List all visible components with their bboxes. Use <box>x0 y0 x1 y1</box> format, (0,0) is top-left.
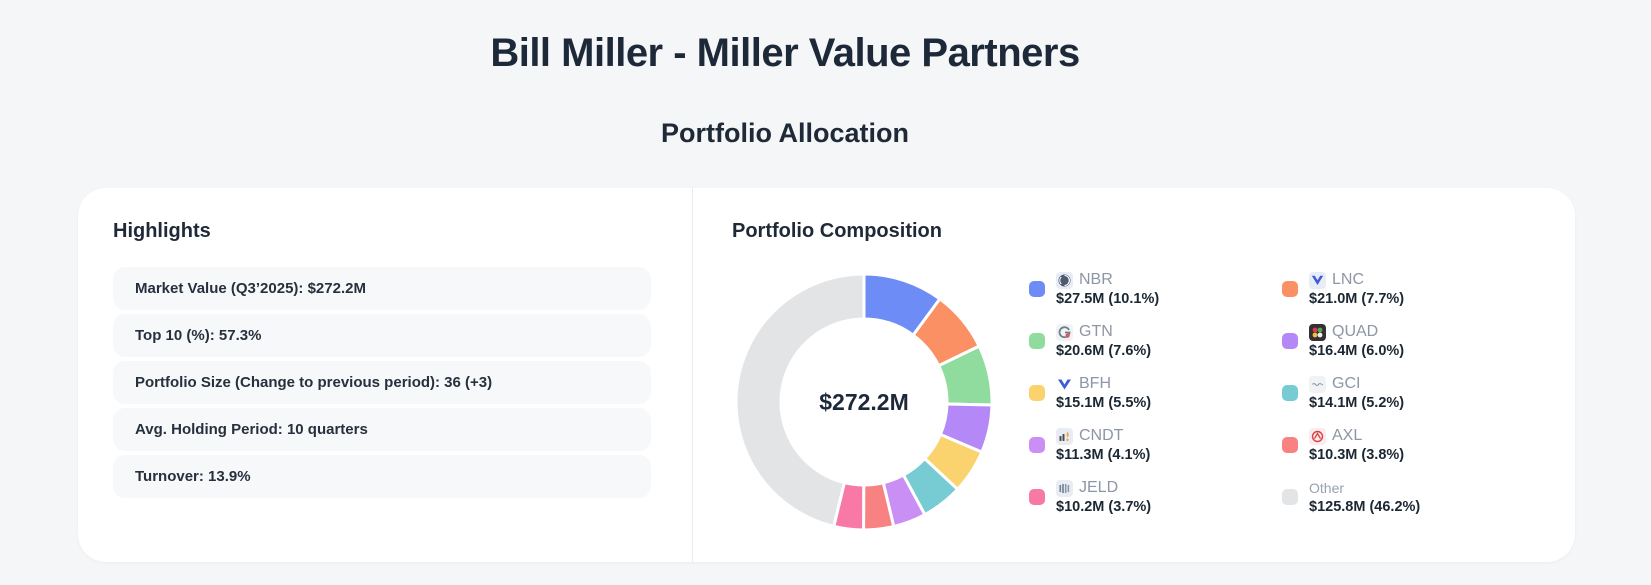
legend-ticker: NBR <box>1079 271 1113 288</box>
page-header: Bill Miller - Miller Value Partners Port… <box>0 0 1570 149</box>
highlight-row-turnover: Turnover: 13.9% <box>113 455 651 498</box>
legend-item-jeld[interactable]: JELD $10.2M (3.7%) <box>1029 471 1282 523</box>
legend-value: $21.0M (7.7%) <box>1309 291 1405 307</box>
legend-ticker: GCI <box>1332 375 1361 392</box>
legend-column-right: LNC $21.0M (7.7%) <box>1282 263 1535 523</box>
quad-logo-icon <box>1309 323 1326 341</box>
highlight-row-holding-period: Avg. Holding Period: 10 quarters <box>113 408 651 451</box>
highlights-panel: Highlights Market Value (Q3’2025): $272.… <box>78 188 693 562</box>
legend-ticker: Other <box>1309 480 1345 496</box>
legend-swatch-lnc <box>1282 281 1298 297</box>
legend-value: $11.3M (4.1%) <box>1056 447 1151 463</box>
highlight-row-portfolio-size: Portfolio Size (Change to previous perio… <box>113 361 651 404</box>
cndt-logo-icon <box>1056 427 1073 445</box>
highlights-heading: Highlights <box>113 220 211 242</box>
legend-swatch-axl <box>1282 437 1298 453</box>
legend-ticker: QUAD <box>1332 323 1379 340</box>
legend-item-lnc[interactable]: LNC $21.0M (7.7%) <box>1282 263 1535 315</box>
page-title: Bill Miller - Miller Value Partners <box>490 31 1080 75</box>
legend-value: $15.1M (5.5%) <box>1056 395 1152 411</box>
legend-item-bfh[interactable]: BFH $15.1M (5.5%) <box>1029 367 1282 419</box>
legend-value: $14.1M (5.2%) <box>1309 395 1405 411</box>
axl-logo-icon <box>1309 427 1326 445</box>
donut-svg <box>734 272 994 532</box>
legend-item-gci[interactable]: GCI $14.1M (5.2%) <box>1282 367 1535 419</box>
legend-item-gtn[interactable]: GTN $20.6M (7.6%) <box>1029 315 1282 367</box>
highlight-row-top10: Top 10 (%): 57.3% <box>113 314 651 357</box>
gci-logo-icon <box>1309 375 1326 393</box>
legend-swatch-cndt <box>1029 437 1045 453</box>
legend-ticker: AXL <box>1332 427 1363 444</box>
jeld-logo-icon <box>1056 479 1073 497</box>
lnc-logo-icon <box>1309 271 1326 289</box>
legend-value: $20.6M (7.6%) <box>1056 343 1152 359</box>
bfh-logo-icon <box>1056 376 1073 393</box>
legend-item-axl[interactable]: AXL $10.3M (3.8%) <box>1282 419 1535 471</box>
legend-value: $10.2M (3.7%) <box>1056 499 1152 515</box>
donut-chart[interactable]: $272.2M <box>732 270 996 534</box>
legend-swatch-jeld <box>1029 489 1045 505</box>
highlights-list: Market Value (Q3’2025): $272.2M Top 10 (… <box>113 267 651 498</box>
composition-panel: Portfolio Composition $272.2M <box>693 188 1575 562</box>
legend-swatch-bfh <box>1029 385 1045 401</box>
donut-slice-other[interactable] <box>734 272 866 528</box>
legend-swatch-nbr <box>1029 281 1045 297</box>
legend-item-cndt[interactable]: CNDT $11.3M (4.1%) <box>1029 419 1282 471</box>
legend-swatch-gtn <box>1029 333 1045 349</box>
main-card: Highlights Market Value (Q3’2025): $272.… <box>78 188 1575 562</box>
legend-value: $16.4M (6.0%) <box>1309 343 1405 359</box>
chart-row: $272.2M NBR <box>732 270 1575 534</box>
nbr-logo-icon <box>1056 271 1073 289</box>
legend-ticker: CNDT <box>1079 427 1124 444</box>
legend-ticker: GTN <box>1079 323 1113 340</box>
legend-ticker: JELD <box>1079 479 1119 496</box>
legend-swatch-gci <box>1282 385 1298 401</box>
legend-column-left: NBR $27.5M (10.1%) <box>1029 263 1282 523</box>
legend-value: $27.5M (10.1%) <box>1056 291 1160 307</box>
composition-heading: Portfolio Composition <box>732 220 942 242</box>
page-subtitle: Portfolio Allocation <box>661 118 909 148</box>
legend-value: $125.8M (46.2%) <box>1309 499 1421 515</box>
legend-ticker: BFH <box>1079 375 1111 392</box>
legend-item-nbr[interactable]: NBR $27.5M (10.1%) <box>1029 263 1282 315</box>
legend-item-quad[interactable]: QUAD $16.4M (6.0%) <box>1282 315 1535 367</box>
highlight-row-market-value: Market Value (Q3’2025): $272.2M <box>113 267 651 310</box>
legend-item-other[interactable]: Other $125.8M (46.2%) <box>1282 471 1535 523</box>
legend-swatch-other <box>1282 489 1298 505</box>
legend-swatch-quad <box>1282 333 1298 349</box>
gtn-logo-icon <box>1056 323 1073 341</box>
legend-value: $10.3M (3.8%) <box>1309 447 1405 463</box>
legend-ticker: LNC <box>1332 271 1365 288</box>
chart-legend: NBR $27.5M (10.1%) <box>1029 263 1535 523</box>
